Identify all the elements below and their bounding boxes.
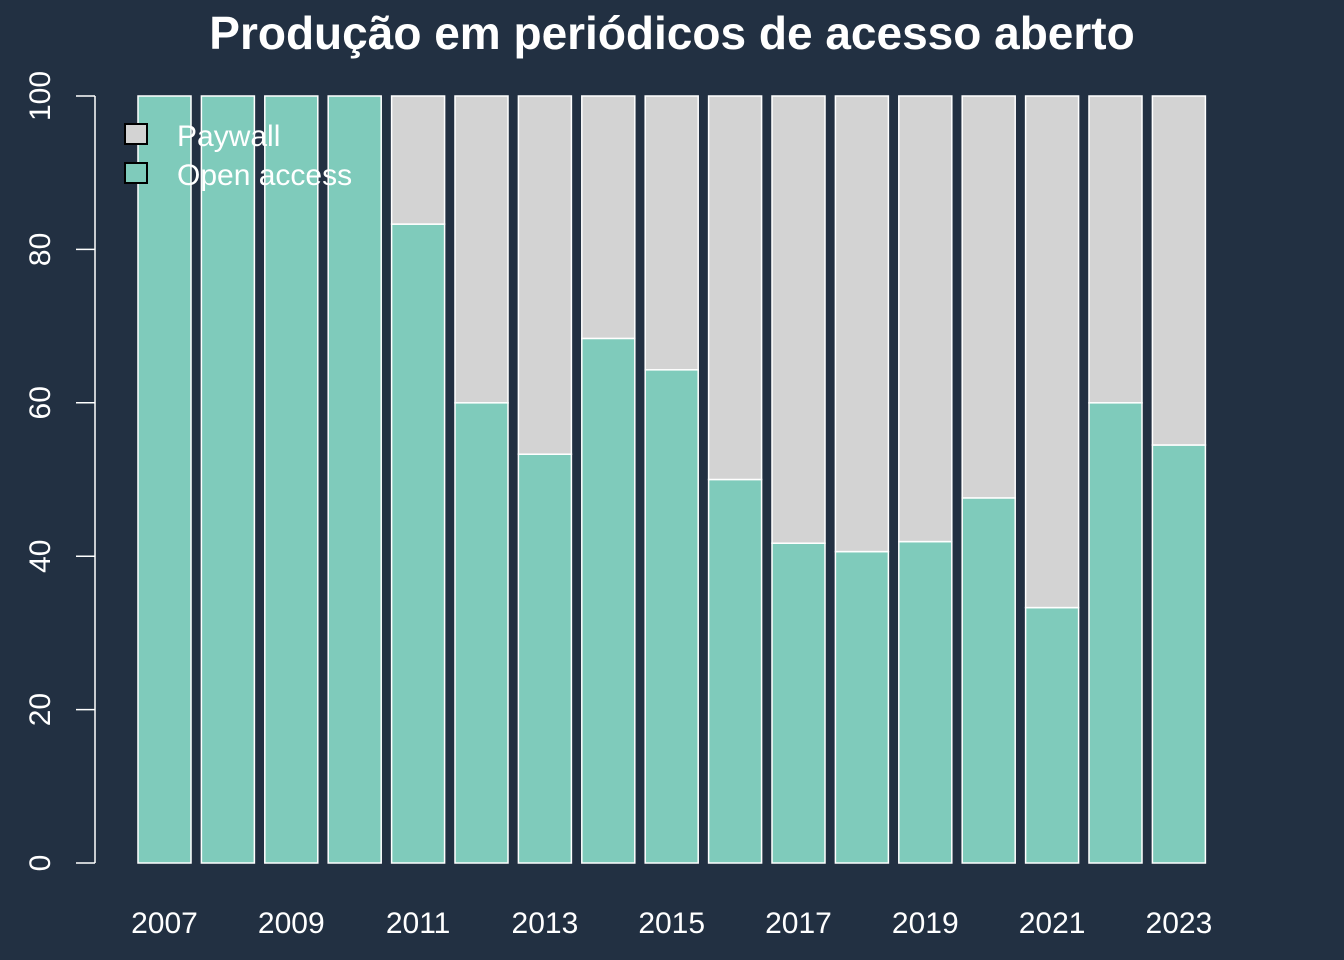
y-tick-label-20: 20 — [24, 693, 57, 726]
bar-open-access-2009 — [264, 95, 319, 864]
bar-open-access-2012 — [454, 402, 509, 864]
bar-paywall-2017 — [771, 95, 826, 544]
x-tick-label-2023: 2023 — [1146, 907, 1213, 940]
bar-paywall-2015 — [644, 95, 699, 371]
bar-paywall-2011 — [390, 95, 446, 225]
x-tick-label-2013: 2013 — [512, 907, 579, 940]
bars-group — [137, 95, 1207, 864]
bar-paywall-2014 — [581, 95, 636, 340]
bar-open-access-2015 — [644, 369, 699, 864]
y-axis: 0 20 40 60 80 100 — [24, 71, 96, 872]
x-tick-label-2017: 2017 — [765, 907, 832, 940]
legend-swatch-open-access — [124, 162, 148, 184]
y-tick-label-60: 60 — [24, 386, 57, 419]
y-tick-label-80: 80 — [24, 233, 57, 266]
bar-paywall-2021 — [1024, 95, 1080, 609]
bar-paywall-2018 — [834, 95, 890, 553]
bar-open-access-2018 — [834, 550, 890, 864]
legend-label-paywall: Paywall — [177, 120, 280, 153]
bar-open-access-2021 — [1024, 606, 1080, 864]
bar-open-access-2014 — [581, 337, 636, 864]
x-tick-label-2011: 2011 — [386, 907, 451, 940]
bar-open-access-2016 — [707, 478, 763, 864]
x-tick-label-2009: 2009 — [258, 907, 325, 940]
bar-open-access-2011 — [390, 223, 446, 864]
legend-swatch-paywall — [124, 123, 148, 145]
bar-paywall-2023 — [1151, 95, 1207, 446]
legend: Paywall Open access — [124, 120, 352, 192]
y-tick-label-40: 40 — [24, 540, 57, 573]
bar-open-access-2022 — [1088, 402, 1143, 864]
bar-paywall-2016 — [707, 95, 763, 481]
y-tick-label-0: 0 — [24, 855, 57, 872]
bar-paywall-2019 — [898, 95, 953, 543]
bar-open-access-2010 — [327, 95, 382, 864]
x-tick-label-2007: 2007 — [131, 907, 198, 940]
bar-open-access-2017 — [771, 542, 826, 864]
bar-paywall-2020 — [961, 95, 1016, 499]
bar-open-access-2008 — [200, 95, 256, 864]
chart-title: Produção em periódicos de acesso aberto — [209, 7, 1134, 59]
bar-paywall-2012 — [454, 95, 509, 404]
bar-paywall-2013 — [517, 95, 573, 455]
bar-open-access-2023 — [1151, 444, 1207, 864]
bar-open-access-2007 — [137, 95, 192, 864]
x-axis: 2007 2009 2011 2013 2015 2017 2019 2021 2023 — [131, 907, 1212, 940]
x-tick-label-2015: 2015 — [638, 907, 705, 940]
bar-open-access-2019 — [898, 540, 953, 864]
bar-open-access-2020 — [961, 497, 1016, 864]
bar-paywall-2022 — [1088, 95, 1143, 404]
bar-open-access-2013 — [517, 453, 573, 864]
y-tick-label-100: 100 — [24, 71, 57, 121]
x-tick-label-2021: 2021 — [1019, 907, 1086, 940]
x-tick-label-2019: 2019 — [892, 907, 959, 940]
legend-label-open-access: Open access — [177, 159, 352, 192]
